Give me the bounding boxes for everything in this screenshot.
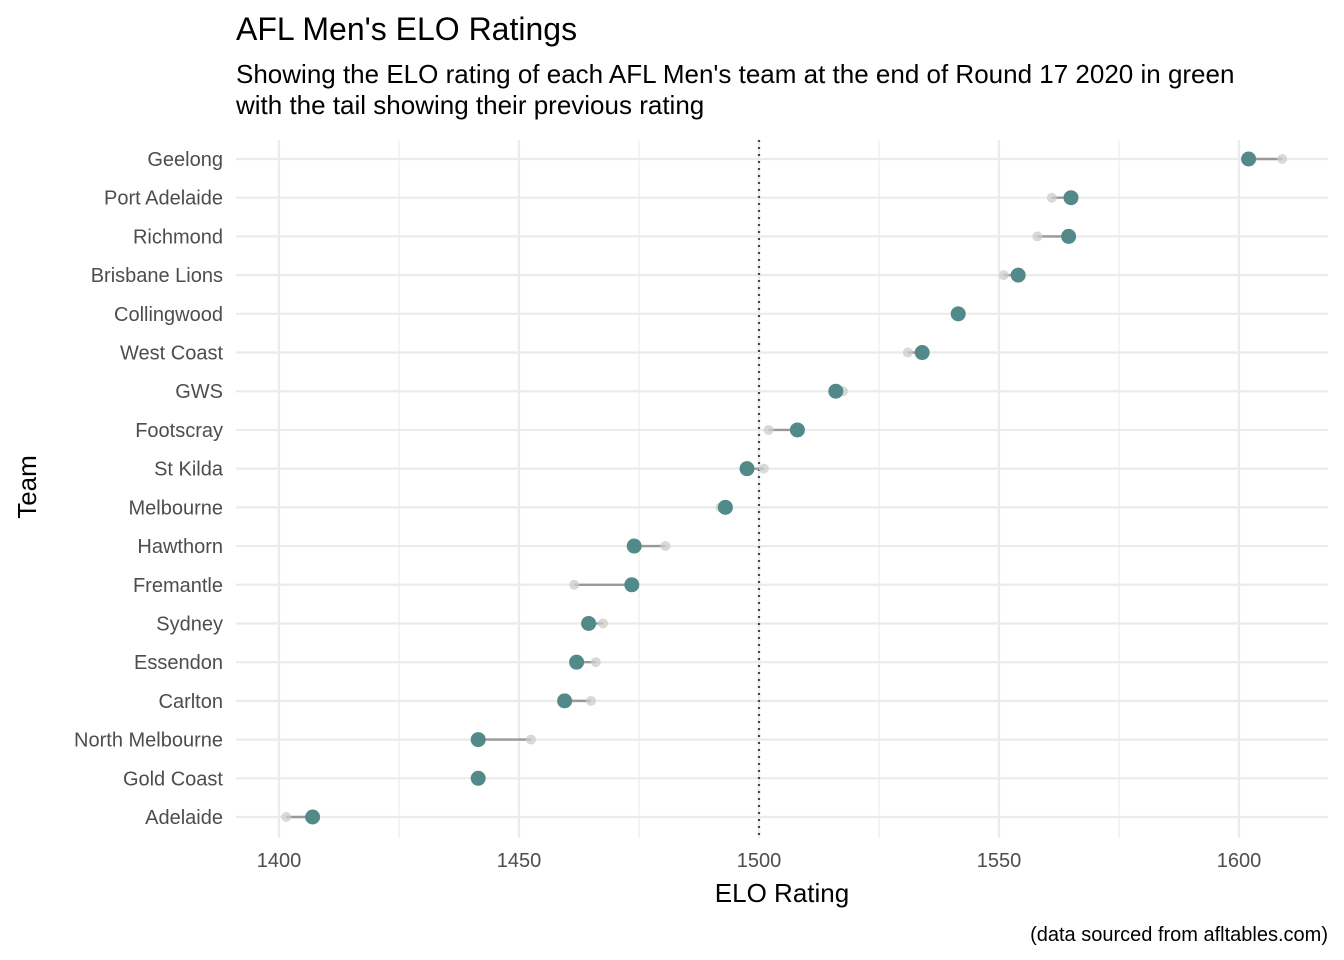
current-rating-point — [739, 461, 755, 477]
y-tick-label: GWS — [175, 381, 223, 403]
grid-lines — [236, 140, 1328, 838]
current-rating-point — [789, 422, 805, 438]
current-rating-point — [470, 770, 486, 786]
y-tick-label: Collingwood — [114, 304, 223, 326]
x-axis-tick-labels: 1400 1450 1500 1550 1600 — [257, 850, 1262, 872]
y-tick-label: West Coast — [120, 343, 223, 365]
y-tick-label: Carlton — [159, 691, 223, 713]
current-rating-point — [557, 693, 573, 709]
x-axis-title: ELO Rating — [715, 878, 849, 908]
current-rating-point — [1061, 228, 1077, 244]
y-tick-label: Footscray — [135, 420, 223, 442]
current-rating-point — [581, 615, 597, 631]
previous-rating-dots — [281, 154, 1288, 822]
current-rating-point — [950, 306, 966, 322]
x-tick-label: 1600 — [1217, 850, 1262, 872]
chart-subtitle-line-2: with the tail showing their previous rat… — [235, 90, 704, 120]
y-tick-label: Richmond — [133, 226, 223, 248]
y-tick-label: Essendon — [134, 652, 223, 674]
previous-rating-point — [1032, 231, 1043, 242]
current-rating-point — [305, 809, 321, 825]
x-tick-label: 1450 — [497, 850, 542, 872]
current-rating-point — [1241, 151, 1257, 167]
previous-rating-point — [758, 463, 769, 474]
current-rating-point — [717, 499, 733, 515]
previous-rating-point — [598, 618, 608, 629]
previous-rating-point — [763, 424, 774, 435]
chart-caption: (data sourced from afltables.com) — [1030, 924, 1328, 946]
previous-rating-point — [1046, 192, 1057, 203]
current-rating-point — [914, 345, 930, 361]
previous-rating-point — [660, 541, 671, 552]
x-tick-label: 1400 — [257, 850, 302, 872]
previous-rating-point — [586, 695, 596, 706]
current-rating-dots — [305, 151, 1257, 825]
chart-title: AFL Men's ELO Ratings — [236, 11, 577, 47]
y-tick-label: Adelaide — [145, 807, 223, 829]
y-axis-tick-labels: Geelong Port Adelaide Richmond Brisbane Lio… — [74, 149, 224, 829]
y-tick-label: North Melbourne — [74, 730, 223, 752]
current-rating-point — [626, 538, 642, 554]
tail-segments — [286, 157, 1283, 819]
y-tick-label: Hawthorn — [137, 536, 223, 558]
previous-rating-point — [526, 734, 536, 745]
y-tick-label: Sydney — [156, 613, 223, 635]
current-rating-point — [1010, 267, 1026, 283]
current-rating-point — [569, 654, 585, 670]
y-tick-label: Brisbane Lions — [91, 265, 223, 287]
current-rating-point — [1063, 190, 1079, 206]
y-tick-label: Geelong — [147, 149, 223, 171]
y-tick-label: Gold Coast — [123, 768, 223, 790]
x-tick-label: 1500 — [737, 850, 782, 872]
y-axis-title: Team — [12, 455, 42, 519]
previous-rating-point — [590, 657, 601, 668]
current-rating-point — [470, 732, 486, 748]
previous-rating-point — [998, 270, 1009, 281]
previous-rating-point — [902, 347, 913, 358]
chart-subtitle-line-1: Showing the ELO rating of each AFL Men's… — [236, 59, 1234, 89]
previous-rating-point — [281, 812, 292, 822]
y-tick-label: Fremantle — [133, 575, 223, 597]
previous-rating-point — [569, 579, 580, 590]
y-tick-label: Port Adelaide — [104, 188, 223, 210]
y-tick-label: St Kilda — [154, 459, 224, 481]
current-rating-point — [624, 577, 640, 593]
current-rating-point — [828, 383, 844, 399]
previous-rating-point — [1277, 154, 1288, 164]
y-tick-label: Melbourne — [128, 497, 223, 519]
x-tick-label: 1550 — [977, 850, 1022, 872]
